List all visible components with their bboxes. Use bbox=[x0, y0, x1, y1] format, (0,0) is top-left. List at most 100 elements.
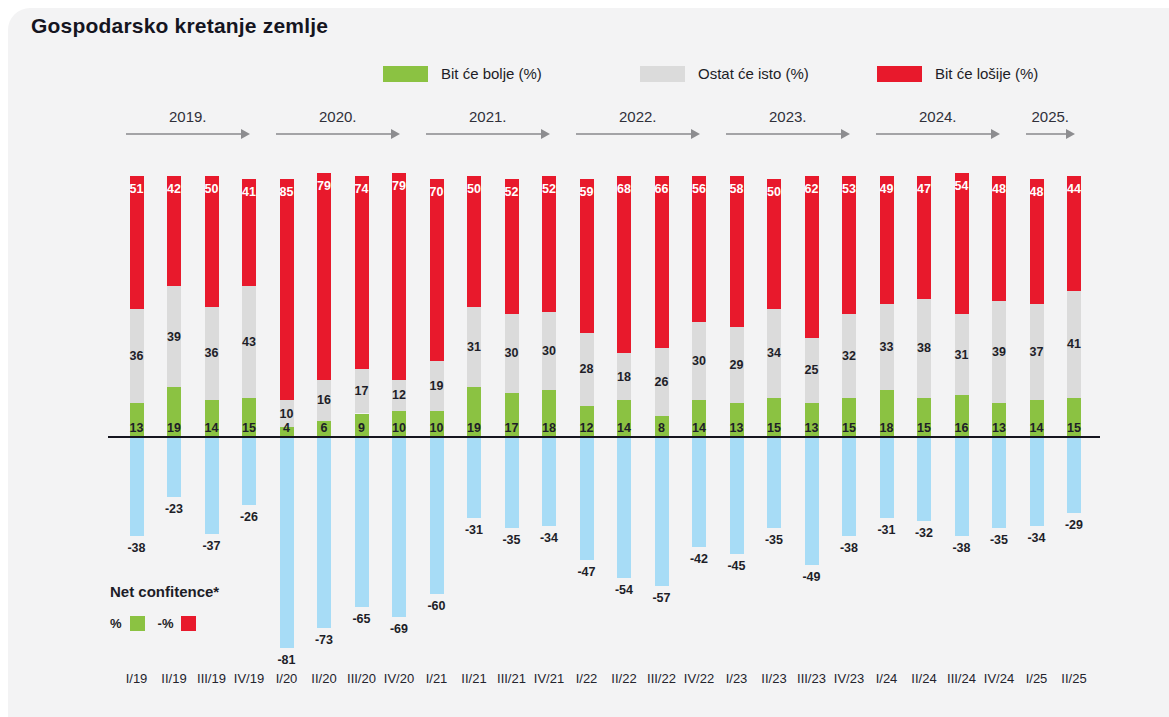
value-label-net: -34 bbox=[1027, 531, 1045, 545]
x-tick-label: IV/22 bbox=[684, 671, 714, 686]
value-label-same: 36 bbox=[205, 346, 219, 360]
value-label-better: 13 bbox=[992, 421, 1006, 435]
year-arrow-head-icon bbox=[991, 129, 1000, 139]
segment-net bbox=[730, 437, 744, 554]
value-label-worse: 52 bbox=[505, 185, 519, 199]
value-label-same: 32 bbox=[842, 349, 856, 363]
value-label-worse: 48 bbox=[992, 182, 1006, 196]
segment-net bbox=[917, 437, 931, 521]
x-tick-label: IV/24 bbox=[984, 671, 1014, 686]
year-arrow-head-icon bbox=[541, 129, 550, 139]
year-arrow-head-icon bbox=[1066, 129, 1075, 139]
segment-net bbox=[392, 437, 406, 617]
value-label-net: -38 bbox=[952, 541, 970, 555]
value-label-same: 16 bbox=[317, 393, 331, 407]
segment-net bbox=[992, 437, 1006, 528]
value-label-worse: 59 bbox=[580, 185, 594, 199]
value-label-better: 17 bbox=[505, 421, 519, 435]
value-label-same: 31 bbox=[467, 340, 481, 354]
value-label-worse: 41 bbox=[242, 185, 256, 199]
value-label-net: -47 bbox=[577, 565, 595, 579]
x-tick-label: IV/20 bbox=[384, 671, 414, 686]
x-tick-label: I/19 bbox=[126, 671, 148, 686]
year-label: 2020. bbox=[319, 108, 357, 125]
value-label-net: -49 bbox=[802, 570, 820, 584]
year-label: 2021. bbox=[469, 108, 507, 125]
value-label-better: 10 bbox=[392, 421, 406, 435]
value-label-worse: 54 bbox=[955, 179, 969, 193]
x-tick-label: II/21 bbox=[461, 671, 486, 686]
segment-worse bbox=[542, 176, 556, 312]
segment-net bbox=[280, 437, 294, 648]
value-label-same: 18 bbox=[617, 370, 631, 384]
value-label-net: -31 bbox=[877, 523, 895, 537]
x-tick-label: II/19 bbox=[161, 671, 186, 686]
segment-worse bbox=[955, 173, 969, 314]
segment-net bbox=[880, 437, 894, 518]
value-label-worse: 50 bbox=[205, 182, 219, 196]
value-label-better: 13 bbox=[130, 421, 144, 435]
x-tick-label: I/23 bbox=[726, 671, 748, 686]
year-label: 2024. bbox=[919, 108, 957, 125]
value-label-net: -35 bbox=[502, 533, 520, 547]
value-label-worse: 42 bbox=[167, 182, 181, 196]
value-label-same: 26 bbox=[655, 375, 669, 389]
value-label-better: 10 bbox=[430, 421, 444, 435]
value-label-better: 16 bbox=[955, 421, 969, 435]
x-tick-label: IV/19 bbox=[234, 671, 264, 686]
segment-net bbox=[767, 437, 781, 528]
year-arrow-head-icon bbox=[391, 129, 400, 139]
segment-net bbox=[242, 437, 256, 505]
value-label-worse: 66 bbox=[655, 182, 669, 196]
legend-swatch-red-icon bbox=[877, 66, 922, 82]
legend-swatch-green-icon bbox=[383, 66, 428, 82]
segment-net bbox=[692, 437, 706, 547]
value-label-better: 8 bbox=[658, 421, 665, 435]
x-tick-label: I/25 bbox=[1026, 671, 1048, 686]
value-label-worse: 49 bbox=[880, 182, 894, 196]
value-label-worse: 50 bbox=[467, 182, 481, 196]
segment-net bbox=[805, 437, 819, 565]
net-confidence-title: Net confitence* bbox=[110, 583, 219, 600]
value-label-better: 19 bbox=[467, 421, 481, 435]
year-arrow-line bbox=[126, 133, 242, 135]
year-arrow-line bbox=[1026, 133, 1067, 135]
value-label-better: 14 bbox=[692, 421, 706, 435]
segment-worse bbox=[655, 176, 669, 348]
value-label-net: -38 bbox=[840, 541, 858, 555]
year-label: 2019. bbox=[169, 108, 207, 125]
value-label-worse: 56 bbox=[692, 182, 706, 196]
value-label-worse: 70 bbox=[430, 185, 444, 199]
net-negative-swatch-icon bbox=[181, 616, 196, 631]
value-label-net: -29 bbox=[1065, 518, 1083, 532]
value-label-same: 30 bbox=[692, 354, 706, 368]
year-arrow-head-icon bbox=[241, 129, 250, 139]
x-tick-label: II/24 bbox=[911, 671, 936, 686]
value-label-net: -73 bbox=[315, 633, 333, 647]
value-label-same: 37 bbox=[1030, 345, 1044, 359]
value-label-same: 39 bbox=[992, 345, 1006, 359]
year-label: 2022. bbox=[619, 108, 657, 125]
value-label-net: -38 bbox=[127, 541, 145, 555]
value-label-same: 25 bbox=[805, 363, 819, 377]
value-label-worse: 85 bbox=[280, 185, 294, 199]
value-label-better: 14 bbox=[205, 421, 219, 435]
value-label-worse: 50 bbox=[767, 185, 781, 199]
segment-worse bbox=[580, 179, 594, 333]
value-label-worse: 53 bbox=[842, 182, 856, 196]
value-label-better: 6 bbox=[321, 421, 328, 435]
value-label-better: 19 bbox=[167, 421, 181, 435]
segment-worse bbox=[280, 179, 294, 401]
value-label-worse: 79 bbox=[392, 179, 406, 193]
segment-net bbox=[1067, 437, 1081, 513]
segment-worse bbox=[355, 176, 369, 369]
segment-net bbox=[542, 437, 556, 526]
legend-label-same: Ostat će isto (%) bbox=[698, 65, 809, 82]
segment-worse bbox=[730, 176, 744, 327]
value-label-better: 18 bbox=[880, 421, 894, 435]
segment-worse bbox=[430, 179, 444, 362]
year-arrow-line bbox=[876, 133, 992, 135]
segment-net bbox=[467, 437, 481, 518]
segment-net bbox=[955, 437, 969, 536]
value-label-better: 18 bbox=[542, 421, 556, 435]
